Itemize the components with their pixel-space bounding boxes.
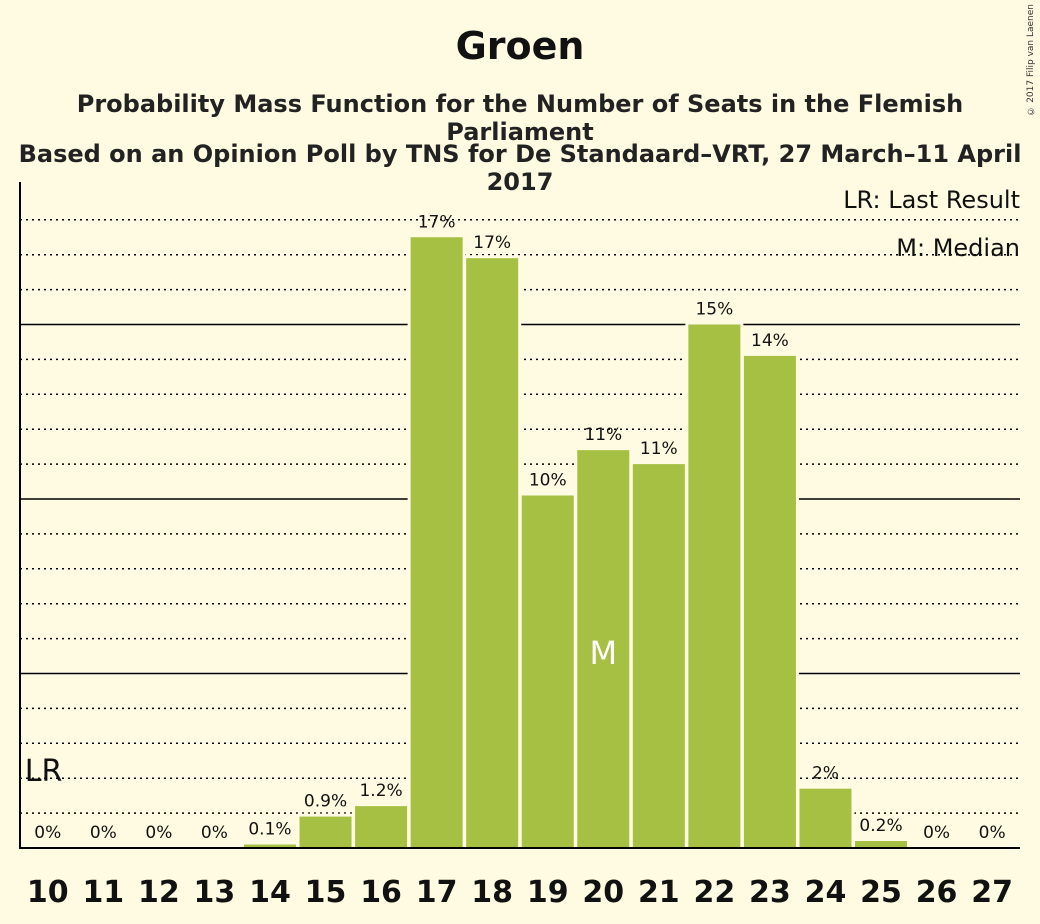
x-tick-label-10: 10	[27, 875, 69, 910]
bar-label-24: 2%	[812, 764, 839, 784]
bar-label-21: 11%	[640, 439, 678, 459]
bars	[240, 234, 911, 848]
x-tick-label-14: 14	[249, 875, 291, 910]
bar-14	[243, 844, 296, 848]
bar-23	[743, 355, 796, 848]
bar-label-11: 0%	[90, 823, 117, 843]
x-tick-label-13: 13	[194, 875, 236, 910]
x-tick-label-22: 22	[694, 875, 736, 910]
bar-label-15: 0.9%	[304, 792, 347, 812]
bar-19	[521, 495, 574, 848]
x-tick-label-15: 15	[305, 875, 347, 910]
x-tick-label-12: 12	[138, 875, 180, 910]
last-result-marker: LR	[25, 754, 63, 789]
markers: LR M	[25, 634, 617, 789]
chart-title: Groen	[455, 24, 585, 68]
bar-20	[577, 450, 630, 848]
bar-16	[355, 806, 408, 848]
bar-value-labels: 0% 0% 0% 0% 0.1% 0.9% 1.2% 17% 17% 10% 11% 11% 15% 14…	[34, 212, 1005, 843]
bar-label-12: 0%	[145, 823, 172, 843]
bar-label-25: 0.2%	[859, 816, 902, 836]
x-tick-label-27: 27	[971, 875, 1013, 910]
chart-subtitle: Probability Mass Function for the Number…	[76, 90, 964, 146]
bar-label-17: 17%	[418, 212, 456, 232]
x-tick-labels: 10 11 12 13 14 15 16 17 18 19 20 21 22 23 24 25 26 27	[27, 875, 1013, 910]
legend-last-result: LR: Last Result	[843, 186, 1020, 214]
x-tick-label-18: 18	[471, 875, 513, 910]
x-tick-label-24: 24	[805, 875, 847, 910]
bar-15	[299, 816, 352, 848]
x-tick-label-21: 21	[638, 875, 680, 910]
bar-label-16: 1.2%	[359, 781, 402, 801]
bar-17	[410, 237, 463, 848]
x-tick-label-20: 20	[582, 875, 624, 910]
bar-label-14: 0.1%	[248, 820, 291, 840]
x-tick-label-11: 11	[82, 875, 124, 910]
bar-label-13: 0%	[201, 823, 228, 843]
bar-label-27: 0%	[979, 823, 1006, 843]
bar-25	[855, 841, 908, 848]
chart-subtitle-source: Based on an Opinion Poll by TNS for De S…	[18, 140, 1022, 196]
bar-21	[632, 464, 685, 848]
median-marker: M	[589, 634, 617, 672]
bar-label-22: 15%	[695, 300, 733, 320]
bar-label-26: 0%	[923, 823, 950, 843]
bar-22	[688, 324, 741, 848]
x-tick-label-19: 19	[527, 875, 569, 910]
bar-18	[466, 258, 519, 848]
bar-label-19: 10%	[529, 471, 567, 491]
x-tick-label-23: 23	[749, 875, 791, 910]
x-tick-label-25: 25	[860, 875, 902, 910]
bar-label-18: 17%	[473, 233, 511, 253]
bar-label-20: 11%	[584, 425, 622, 445]
legend-median: M: Median	[896, 234, 1020, 262]
bar-label-23: 14%	[751, 331, 789, 351]
x-tick-label-17: 17	[416, 875, 458, 910]
bar-label-10: 0%	[34, 823, 61, 843]
x-tick-label-26: 26	[916, 875, 958, 910]
bar-24	[799, 788, 852, 848]
x-tick-label-16: 16	[360, 875, 402, 910]
